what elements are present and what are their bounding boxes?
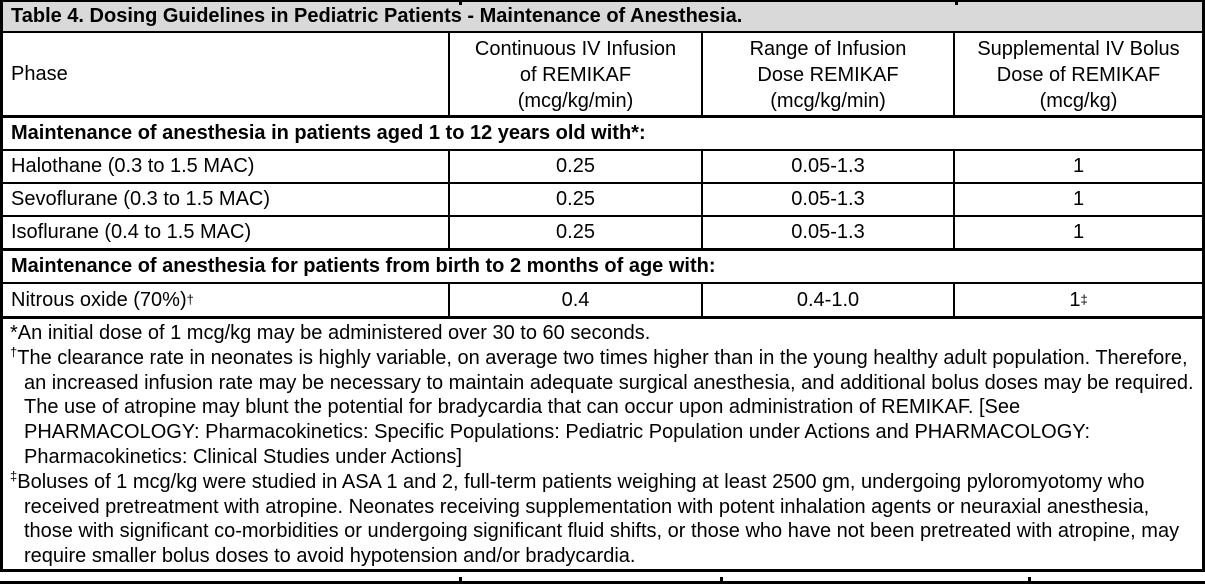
cropped-next-table-border <box>0 581 1205 584</box>
double-dagger-marker: ‡ <box>10 468 18 484</box>
infusion-value: 0.25 <box>448 150 701 183</box>
table-row-sevoflurane: Sevoflurane (0.3 to 1.5 MAC) 0.25 0.05-1… <box>0 184 1205 218</box>
footnote-double-dagger: ‡Boluses of 1 mcg/kg were studied in ASA… <box>10 468 1180 568</box>
footnote-asterisk: *An initial dose of 1 mcg/kg may be admi… <box>10 322 651 345</box>
section-header-birth-2-months: Maintenance of anesthesia for patients f… <box>0 251 1205 285</box>
asterisk-marker: * <box>10 322 18 345</box>
bolus-value: 1 ‡ <box>953 284 1202 317</box>
range-value: 0.4-1.0 <box>701 284 953 317</box>
bolus-value: 1 <box>953 184 1202 216</box>
footnotes-block: *An initial dose of 1 mcg/kg may be admi… <box>0 319 1205 573</box>
dagger-marker: † <box>10 344 18 360</box>
infusion-value: 0.25 <box>448 217 701 249</box>
footnote-dagger: †The clearance rate in neonates is highl… <box>10 344 1194 469</box>
column-header-supplemental-bolus: Supplemental IV Bolus Dose of REMIKAF (m… <box>953 32 1202 115</box>
infusion-value: 0.25 <box>448 184 701 216</box>
table-header-row: Phase Continuous IV Infusion of REMIKAF … <box>0 32 1205 118</box>
bolus-value: 1 <box>953 217 1202 249</box>
phase-cell: Isoflurane (0.4 to 1.5 MAC) <box>11 221 252 244</box>
infusion-value: 0.4 <box>448 284 701 317</box>
column-header-continuous-infusion: Continuous IV Infusion of REMIKAF (mcg/k… <box>448 32 701 115</box>
bottom-edge-tick <box>1028 577 1031 582</box>
table-row-isoflurane: Isoflurane (0.4 to 1.5 MAC) 0.25 0.05-1.… <box>0 217 1205 252</box>
bolus-value: 1 <box>953 150 1202 183</box>
table-row-nitrous-oxide: Nitrous oxide (70%) † 0.4 0.4-1.0 1 ‡ <box>0 284 1205 320</box>
phase-cell: Nitrous oxide (70%) † <box>11 288 194 311</box>
table-row-halothane: Halothane (0.3 to 1.5 MAC) 0.25 0.05-1.3… <box>0 150 1205 185</box>
table-title: Table 4. Dosing Guidelines in Pediatric … <box>11 4 743 27</box>
range-value: 0.05-1.3 <box>701 184 953 216</box>
table-title-bar: Table 4. Dosing Guidelines in Pediatric … <box>0 2 1205 33</box>
bottom-edge-line <box>0 572 1205 584</box>
bottom-edge-tick <box>720 577 723 582</box>
phase-cell: Sevoflurane (0.3 to 1.5 MAC) <box>11 188 271 211</box>
range-value: 0.05-1.3 <box>701 217 953 249</box>
phase-cell: Halothane (0.3 to 1.5 MAC) <box>11 154 255 177</box>
column-header-infusion-range: Range of Infusion Dose REMIKAF (mcg/kg/m… <box>701 32 953 115</box>
section-header-age-1-12: Maintenance of anesthesia in patients ag… <box>0 117 1205 151</box>
column-header-phase: Phase <box>11 62 68 85</box>
top-edge-line <box>0 0 1205 5</box>
bottom-edge-tick <box>459 577 462 582</box>
top-edge-tick <box>459 0 462 5</box>
top-edge-tick <box>955 0 958 5</box>
range-value: 0.05-1.3 <box>701 150 953 183</box>
